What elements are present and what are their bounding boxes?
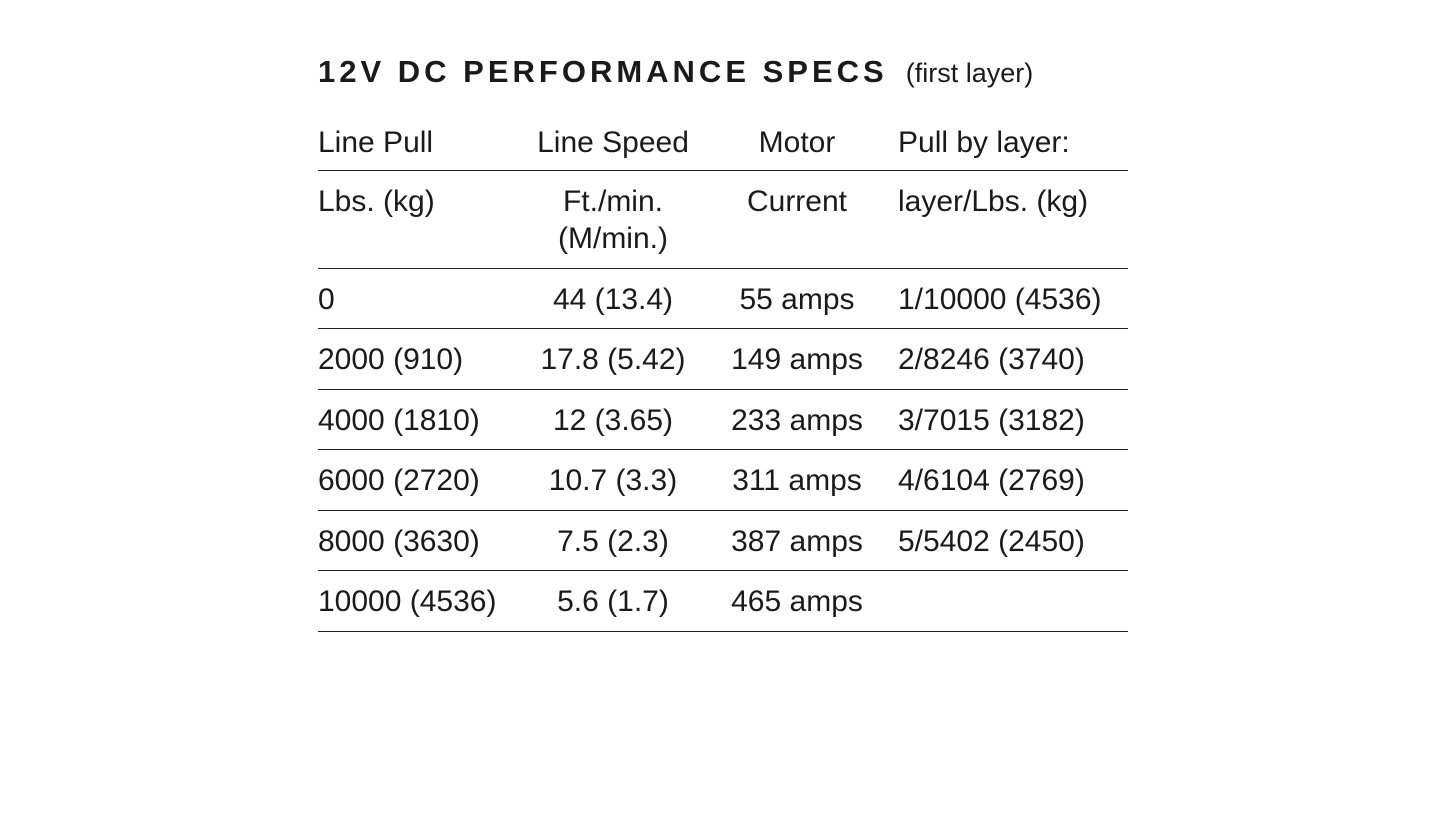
cell: 12 (3.65) bbox=[552, 403, 674, 437]
cell: 8000 (3630) bbox=[318, 524, 480, 558]
data-row: 10000 (4536) 5.6 (1.7) 465 amps bbox=[318, 571, 1128, 632]
cell: Ft./min. (M/min.) bbox=[558, 184, 668, 256]
cell: 10000 (4536) bbox=[318, 585, 497, 618]
cell: 149 amps bbox=[731, 343, 863, 376]
title: 12V DC PERFORMANCE SPECS bbox=[318, 54, 888, 89]
specs-table: Line Pull Line Speed Motor Pull by layer: Lb… bbox=[318, 112, 1128, 632]
cell: 2/8246 (3740) bbox=[898, 343, 1085, 376]
header-row: Lbs. (kg) Ft./min. (M/min.) Current layer/L… bbox=[318, 170, 1128, 268]
subtitle: (first layer) bbox=[905, 58, 1034, 88]
cell: Line Speed bbox=[537, 126, 689, 159]
cell: 6000 (2720) bbox=[318, 464, 480, 497]
data-row: 8000 (3630) 7.5 (2.3) 387 amps 5/5402 (2450… bbox=[318, 510, 1128, 571]
cell: 55 amps bbox=[739, 282, 855, 316]
cell: 311 amps bbox=[732, 464, 862, 497]
cell: 465 amps bbox=[731, 585, 863, 618]
cell: 233 amps bbox=[731, 403, 863, 437]
cell: 5/5402 (2450) bbox=[898, 524, 1085, 558]
cell: 387 amps bbox=[731, 524, 863, 558]
title-row: 12V DC PERFORMANCE SPECS (first layer) bbox=[318, 54, 1033, 90]
cell: Current bbox=[746, 184, 848, 218]
cell: Motor bbox=[758, 126, 836, 159]
data-row: 4000 (1810) 12 (3.65) 233 amps 3/7015 (3182… bbox=[318, 389, 1128, 450]
cell: 3/7015 (3182) bbox=[898, 403, 1085, 437]
cell: Line Pull bbox=[318, 126, 434, 159]
cell: 17.8 (5.42) bbox=[540, 343, 686, 376]
cell: 4000 (1810) bbox=[318, 403, 480, 437]
data-row: 2000 (910) 17.8 (5.42) 149 amps 2/8246 (374… bbox=[318, 329, 1128, 389]
data-row: 0 44 (13.4) 55 amps 1/10000 (4536) bbox=[318, 268, 1128, 329]
cell: 5.6 (1.7) bbox=[557, 585, 669, 618]
data-row: 6000 (2720) 10.7 (3.3) 311 amps 4/6104 (276… bbox=[318, 450, 1128, 510]
cell: Lbs. (kg) bbox=[318, 184, 435, 218]
cell bbox=[886, 571, 1128, 632]
header-row: Line Pull Line Speed Motor Pull by layer: bbox=[318, 112, 1128, 170]
cell: layer/Lbs. (kg) bbox=[898, 184, 1089, 218]
cell: 4/6104 (2769) bbox=[898, 464, 1085, 497]
cell: 2000 (910) bbox=[318, 343, 464, 376]
cell: 10.7 (3.3) bbox=[548, 464, 678, 497]
cell: 44 (13.4) bbox=[552, 282, 674, 316]
cell: 7.5 (2.3) bbox=[557, 524, 669, 558]
cell: 0 bbox=[318, 282, 335, 316]
cell: Pull by layer: bbox=[898, 126, 1070, 159]
cell: 1/10000 (4536) bbox=[898, 282, 1102, 316]
